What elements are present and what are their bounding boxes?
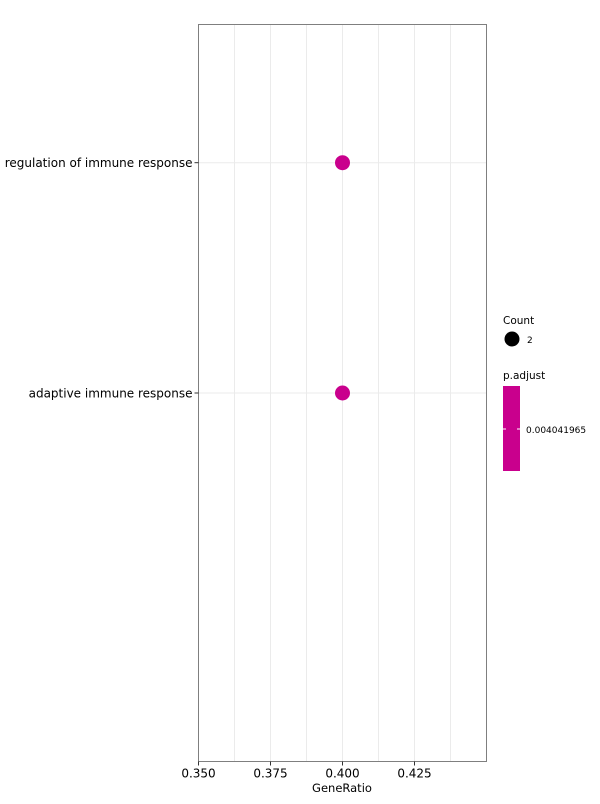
data-point bbox=[335, 385, 350, 401]
x-axis-title: GeneRatio bbox=[312, 781, 372, 795]
y-tick-label: adaptive immune response bbox=[29, 387, 193, 401]
legend-count-title: Count bbox=[503, 315, 534, 327]
legend: Count 2 p.adjust 0.004041965 bbox=[503, 315, 586, 471]
data-point bbox=[335, 155, 350, 171]
x-tick-label: 0.350 bbox=[181, 767, 215, 781]
x-tick-label: 0.425 bbox=[397, 767, 431, 781]
y-tick-label: regulation of immune response bbox=[5, 156, 193, 170]
legend-colorbar bbox=[503, 386, 520, 471]
x-tick-label: 0.375 bbox=[253, 767, 287, 781]
legend-padjust-title: p.adjust bbox=[503, 370, 545, 382]
legend-count-label: 2 bbox=[527, 336, 533, 346]
legend-count-marker bbox=[504, 331, 520, 347]
x-tick-label: 0.400 bbox=[325, 767, 359, 781]
y-axis: regulation of immune response adaptive im… bbox=[5, 156, 199, 401]
data-points bbox=[335, 155, 350, 401]
x-axis: 0.350 0.375 0.400 0.425 bbox=[181, 761, 432, 781]
legend-padjust-label: 0.004041965 bbox=[526, 426, 586, 436]
